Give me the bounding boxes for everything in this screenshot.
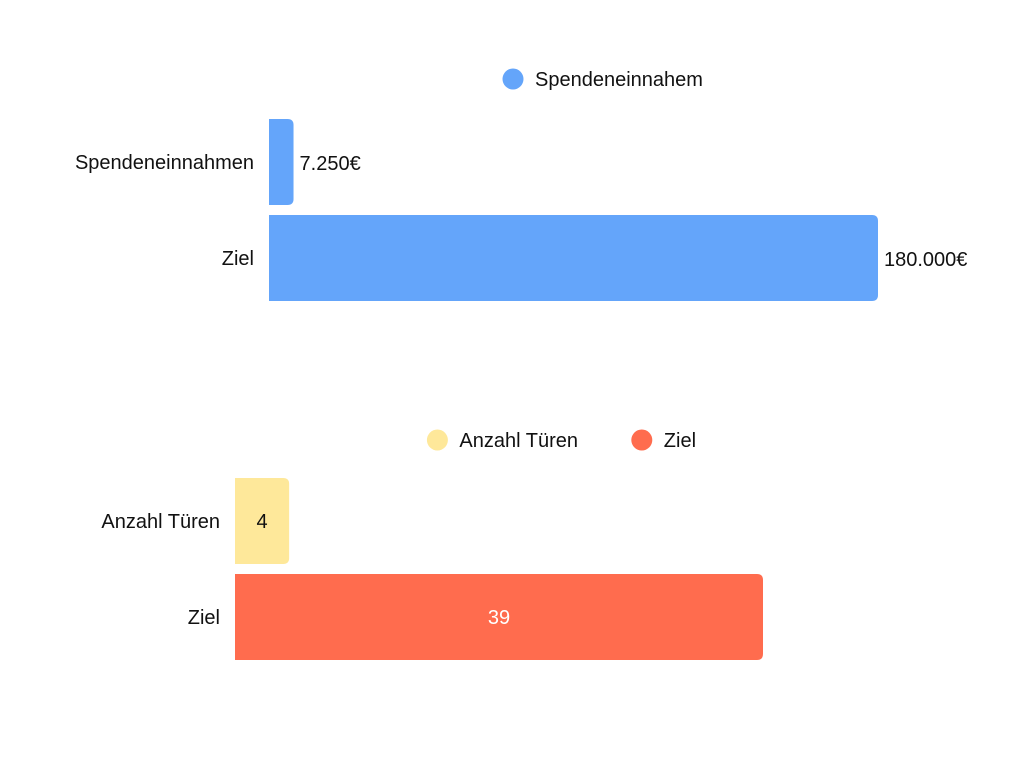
donations-chart: Spendeneinnahem Spendeneinnahmen 7.250€ Zie…	[75, 68, 967, 301]
category-label: Spendeneinnahmen	[75, 152, 254, 174]
bar	[235, 574, 763, 660]
data-label: 180.000€	[884, 249, 967, 271]
legend-item: Spendeneinnahem	[502, 68, 703, 91]
bar	[235, 478, 290, 564]
doors-chart: Anzahl Türen Ziel Anzahl Türen 4 Ziel 39	[101, 429, 763, 660]
data-label: 39	[488, 607, 510, 629]
legend-item: Anzahl Türen	[426, 429, 578, 452]
category-label: Ziel	[188, 607, 220, 629]
category-label: Ziel	[222, 248, 254, 270]
legend-label: Spendeneinnahem	[535, 69, 703, 91]
legend: Anzahl Türen Ziel	[426, 429, 696, 452]
legend-item: Ziel	[631, 429, 696, 452]
legend-swatch	[631, 429, 653, 451]
bar	[269, 119, 294, 205]
bar	[269, 215, 878, 301]
legend: Spendeneinnahem	[502, 68, 703, 91]
legend-label: Ziel	[664, 430, 696, 452]
data-label: 7.250€	[300, 153, 361, 175]
legend-label: Anzahl Türen	[459, 430, 578, 452]
data-label: 4	[257, 511, 268, 533]
legend-swatch	[502, 68, 524, 90]
legend-swatch	[426, 429, 448, 451]
category-label: Anzahl Türen	[101, 511, 220, 533]
